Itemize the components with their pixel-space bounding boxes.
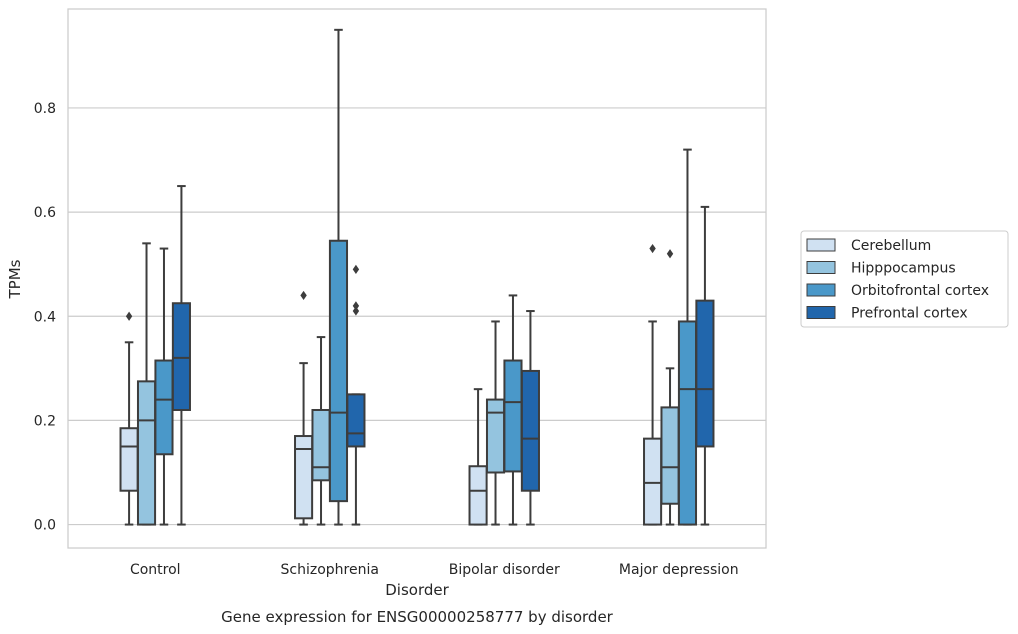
box-hipppocampus: [485, 320, 506, 526]
box-cerebellum: [119, 311, 139, 526]
box-iqr: [643, 437, 663, 526]
legend-label: Orbitofrontal cortex: [851, 283, 989, 299]
box-orbitofrontal-cortex: [154, 247, 174, 526]
legend-label: Hipppocampus: [851, 261, 956, 277]
legend: Cerebellum Hipppocampus Orbitofrontal cort…: [800, 230, 1009, 328]
legend-swatch: [806, 261, 836, 274]
box-iqr: [154, 359, 174, 456]
box-iqr: [136, 380, 157, 526]
outlier-point: [125, 311, 133, 321]
chart-caption: Gene expression for ENSG00000258777 by d…: [221, 608, 614, 626]
box-prefrontal-cortex: [520, 310, 540, 526]
x-tick-label: Control: [130, 562, 181, 578]
x-tick-label: Bipolar disorder: [449, 562, 560, 578]
box-hipppocampus: [311, 336, 331, 526]
plot-frame: [67, 8, 767, 549]
legend-frame: [800, 230, 1009, 328]
box-iqr: [119, 427, 139, 492]
box-iqr: [677, 320, 698, 526]
box-iqr: [660, 406, 680, 505]
legend-swatch: [806, 283, 836, 297]
box-iqr: [311, 408, 331, 482]
box-iqr: [520, 369, 540, 492]
box-prefrontal-cortex: [346, 264, 366, 526]
y-tick-labels: 0.0 0.2 0.4 0.6 0.8: [34, 101, 56, 534]
legend-label: Prefrontal cortex: [851, 306, 968, 322]
box-hipppocampus: [136, 242, 157, 526]
y-tick-label: 0.6: [34, 205, 56, 221]
box-prefrontal-cortex: [171, 185, 191, 526]
box-layer: [119, 28, 715, 526]
box-hipppocampus: [660, 249, 680, 526]
box-orbitofrontal-cortex: [503, 294, 523, 526]
box-iqr: [468, 465, 488, 526]
y-axis-label: TPMs: [6, 259, 24, 299]
box-iqr: [503, 359, 523, 473]
outlier-point: [300, 290, 307, 301]
box-cerebellum: [643, 243, 663, 526]
box-cerebellum: [294, 290, 314, 526]
outlier-point: [352, 306, 360, 316]
box-iqr: [328, 239, 349, 503]
box-orbitofrontal-cortex: [677, 148, 698, 526]
legend-label: Cerebellum: [851, 238, 931, 254]
x-tick-label: Major depression: [619, 562, 739, 578]
y-tick-label: 0.4: [34, 309, 56, 325]
x-axis-label: Disorder: [385, 581, 449, 599]
y-tick-label: 0.2: [34, 413, 56, 429]
box-iqr: [171, 302, 191, 411]
x-tick-label: Schizophrenia: [281, 562, 379, 578]
outlier-point: [649, 243, 656, 254]
outlier-point: [352, 301, 360, 311]
outlier-point: [666, 249, 674, 259]
box-iqr: [346, 393, 366, 448]
legend-swatch: [806, 238, 836, 252]
box-iqr: [485, 398, 506, 474]
box-orbitofrontal-cortex: [328, 28, 349, 526]
box-iqr: [695, 299, 715, 448]
box-cerebellum: [468, 388, 488, 526]
box-prefrontal-cortex: [695, 205, 715, 526]
legend-swatch: [806, 306, 836, 319]
x-tick-labels: Control Schizophrenia Bipolar disorder Majo…: [130, 562, 739, 578]
outlier-point: [352, 264, 360, 274]
y-tick-label: 0.8: [34, 101, 56, 117]
y-tick-label: 0.0: [34, 518, 56, 534]
